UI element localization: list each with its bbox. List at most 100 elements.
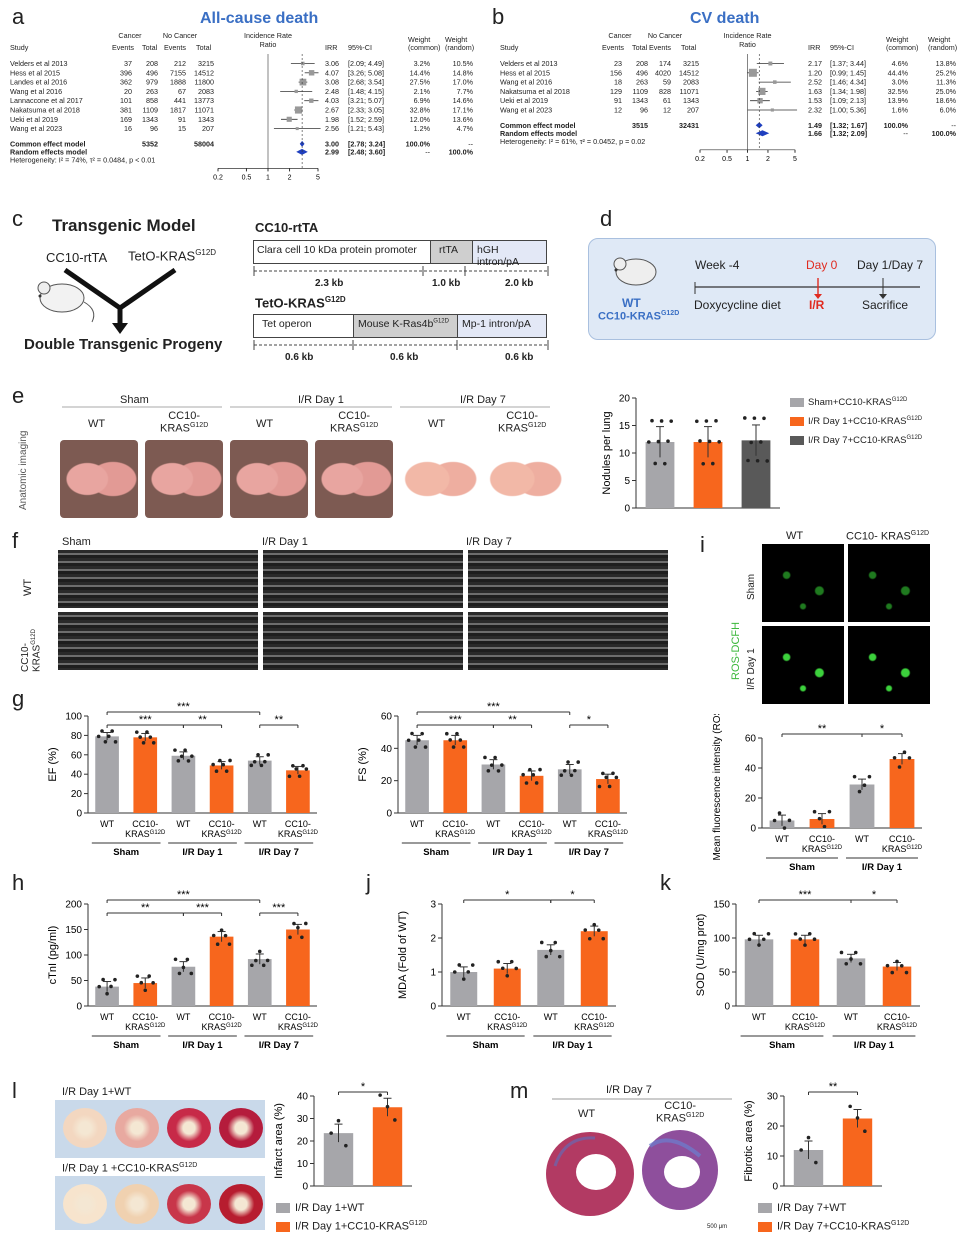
study-marker (286, 116, 292, 122)
data-point (406, 738, 411, 743)
hdr-events: Events (164, 43, 186, 52)
cell-weight-common: 14.4% (410, 68, 431, 77)
data-point (766, 931, 771, 936)
bar (580, 931, 608, 1006)
data-point (704, 419, 709, 423)
data-point (143, 988, 148, 993)
cell-events: 174 (659, 59, 671, 68)
data-point (711, 461, 715, 466)
data-point (287, 774, 292, 779)
x-tick-label: KRASG12D (201, 1022, 242, 1032)
chart-fibrotic: 0 10 20 30 Fibrotic area (%) ** (743, 1081, 882, 1193)
data-point (524, 781, 529, 785)
data-point (296, 925, 300, 930)
cell-weight-common: 12.0% (410, 115, 431, 124)
x-tick-label: WT (100, 1012, 114, 1022)
y-tick-label: 0 (76, 1002, 82, 1013)
cell-weight-random: 18.6% (936, 96, 957, 105)
data-point (148, 735, 153, 739)
y-tick-label: 100 (65, 951, 82, 962)
hdr-irr: IRR (325, 43, 337, 52)
x-tick-label: KRASG12D (125, 829, 166, 839)
cell-irr: 2.17 (808, 59, 822, 68)
x-tick-label: WT (544, 1012, 558, 1022)
x-tick-label: 2 (288, 174, 292, 181)
cell-irr: 4.03 (325, 96, 339, 105)
cell-events: 828 (659, 87, 671, 96)
cell-irr: 2.48 (325, 87, 339, 96)
x-tick-label: KRASG12D (125, 1022, 166, 1032)
sig-label: ** (818, 723, 827, 735)
panel-label-d: d (600, 206, 613, 231)
echo-image (468, 612, 668, 670)
data-point (113, 977, 117, 982)
mouse-icon (37, 281, 95, 323)
e-cc-3: CC10- KRASG12D (498, 410, 547, 435)
cell-ci: [3.21; 5.07] (348, 96, 384, 105)
cell-weight-random: 14.8% (453, 68, 474, 77)
heterogeneity: Heterogeneity: I² = 61%, τ² = 0.0452, p … (500, 137, 645, 146)
y-tick-label: 3 (430, 900, 436, 911)
data-point (393, 1118, 397, 1122)
e-ir7: I/R Day 7 (460, 394, 506, 406)
cell-irr: 1.20 (808, 68, 822, 77)
study-name: Wang et al 2016 (500, 78, 552, 87)
echo-image (468, 550, 668, 608)
data-point (695, 419, 699, 424)
y-tick-label: 0 (624, 504, 630, 515)
data-point (444, 731, 449, 736)
cell-irr: 3.06 (325, 59, 339, 68)
lung-photo (60, 440, 138, 518)
data-point (457, 963, 462, 967)
cell-weight-random: 17.0% (453, 78, 474, 87)
group-label: Sham (423, 847, 449, 858)
group-label: Sham (769, 1040, 795, 1051)
lung-photo (485, 440, 563, 518)
e-wt-2: WT (256, 418, 274, 430)
panel-label-l: l (12, 1078, 17, 1103)
cell-total: 13773 (194, 96, 214, 105)
e-cc-2: CC10- KRASG12D (330, 410, 379, 435)
cell-events: 381 (120, 106, 132, 115)
data-point (897, 765, 902, 769)
data-point (100, 729, 104, 733)
data-point (496, 959, 501, 964)
l-top-label: I/R Day 1+WT (62, 1086, 132, 1098)
hdr-total: Total (681, 43, 697, 52)
x-tick-label: CC10- (209, 819, 235, 829)
bar (247, 959, 272, 1006)
e-side-label: Anatomic imaging (18, 430, 29, 510)
sig-label: *** (139, 714, 153, 726)
data-point (292, 921, 296, 926)
data-point (223, 933, 228, 938)
data-point (109, 984, 113, 989)
bar (286, 929, 310, 1006)
e-ir1: I/R Day 1 (298, 394, 344, 406)
cell-total: 3215 (198, 59, 214, 68)
hdr-ci: 95%-CI (348, 43, 372, 52)
cell-events: 1888 (170, 78, 186, 87)
cell-events: 1817 (170, 106, 186, 115)
data-point (583, 928, 588, 932)
study-marker (772, 80, 777, 84)
heart-slice (167, 1108, 211, 1148)
data-point (765, 459, 769, 463)
y-tick-label: 20 (71, 789, 83, 800)
cell-events: 169 (120, 115, 132, 124)
data-point (566, 760, 570, 764)
data-point (252, 759, 257, 764)
group-label: I/R Day 7 (259, 1040, 299, 1051)
construct1-len3: 2.0 kb (505, 278, 534, 289)
cell-total: 208 (636, 59, 648, 68)
random-label: Random effects model (500, 129, 577, 138)
data-point (858, 962, 863, 966)
bar (209, 765, 234, 813)
y-tick-label: 30 (767, 1092, 779, 1103)
bar (519, 775, 544, 813)
heart-slice (63, 1184, 107, 1224)
cell-total: 858 (146, 96, 158, 105)
cell-events: 12 (614, 106, 622, 115)
data-point (189, 971, 194, 976)
hdr-ratio: Ratio (739, 40, 756, 49)
